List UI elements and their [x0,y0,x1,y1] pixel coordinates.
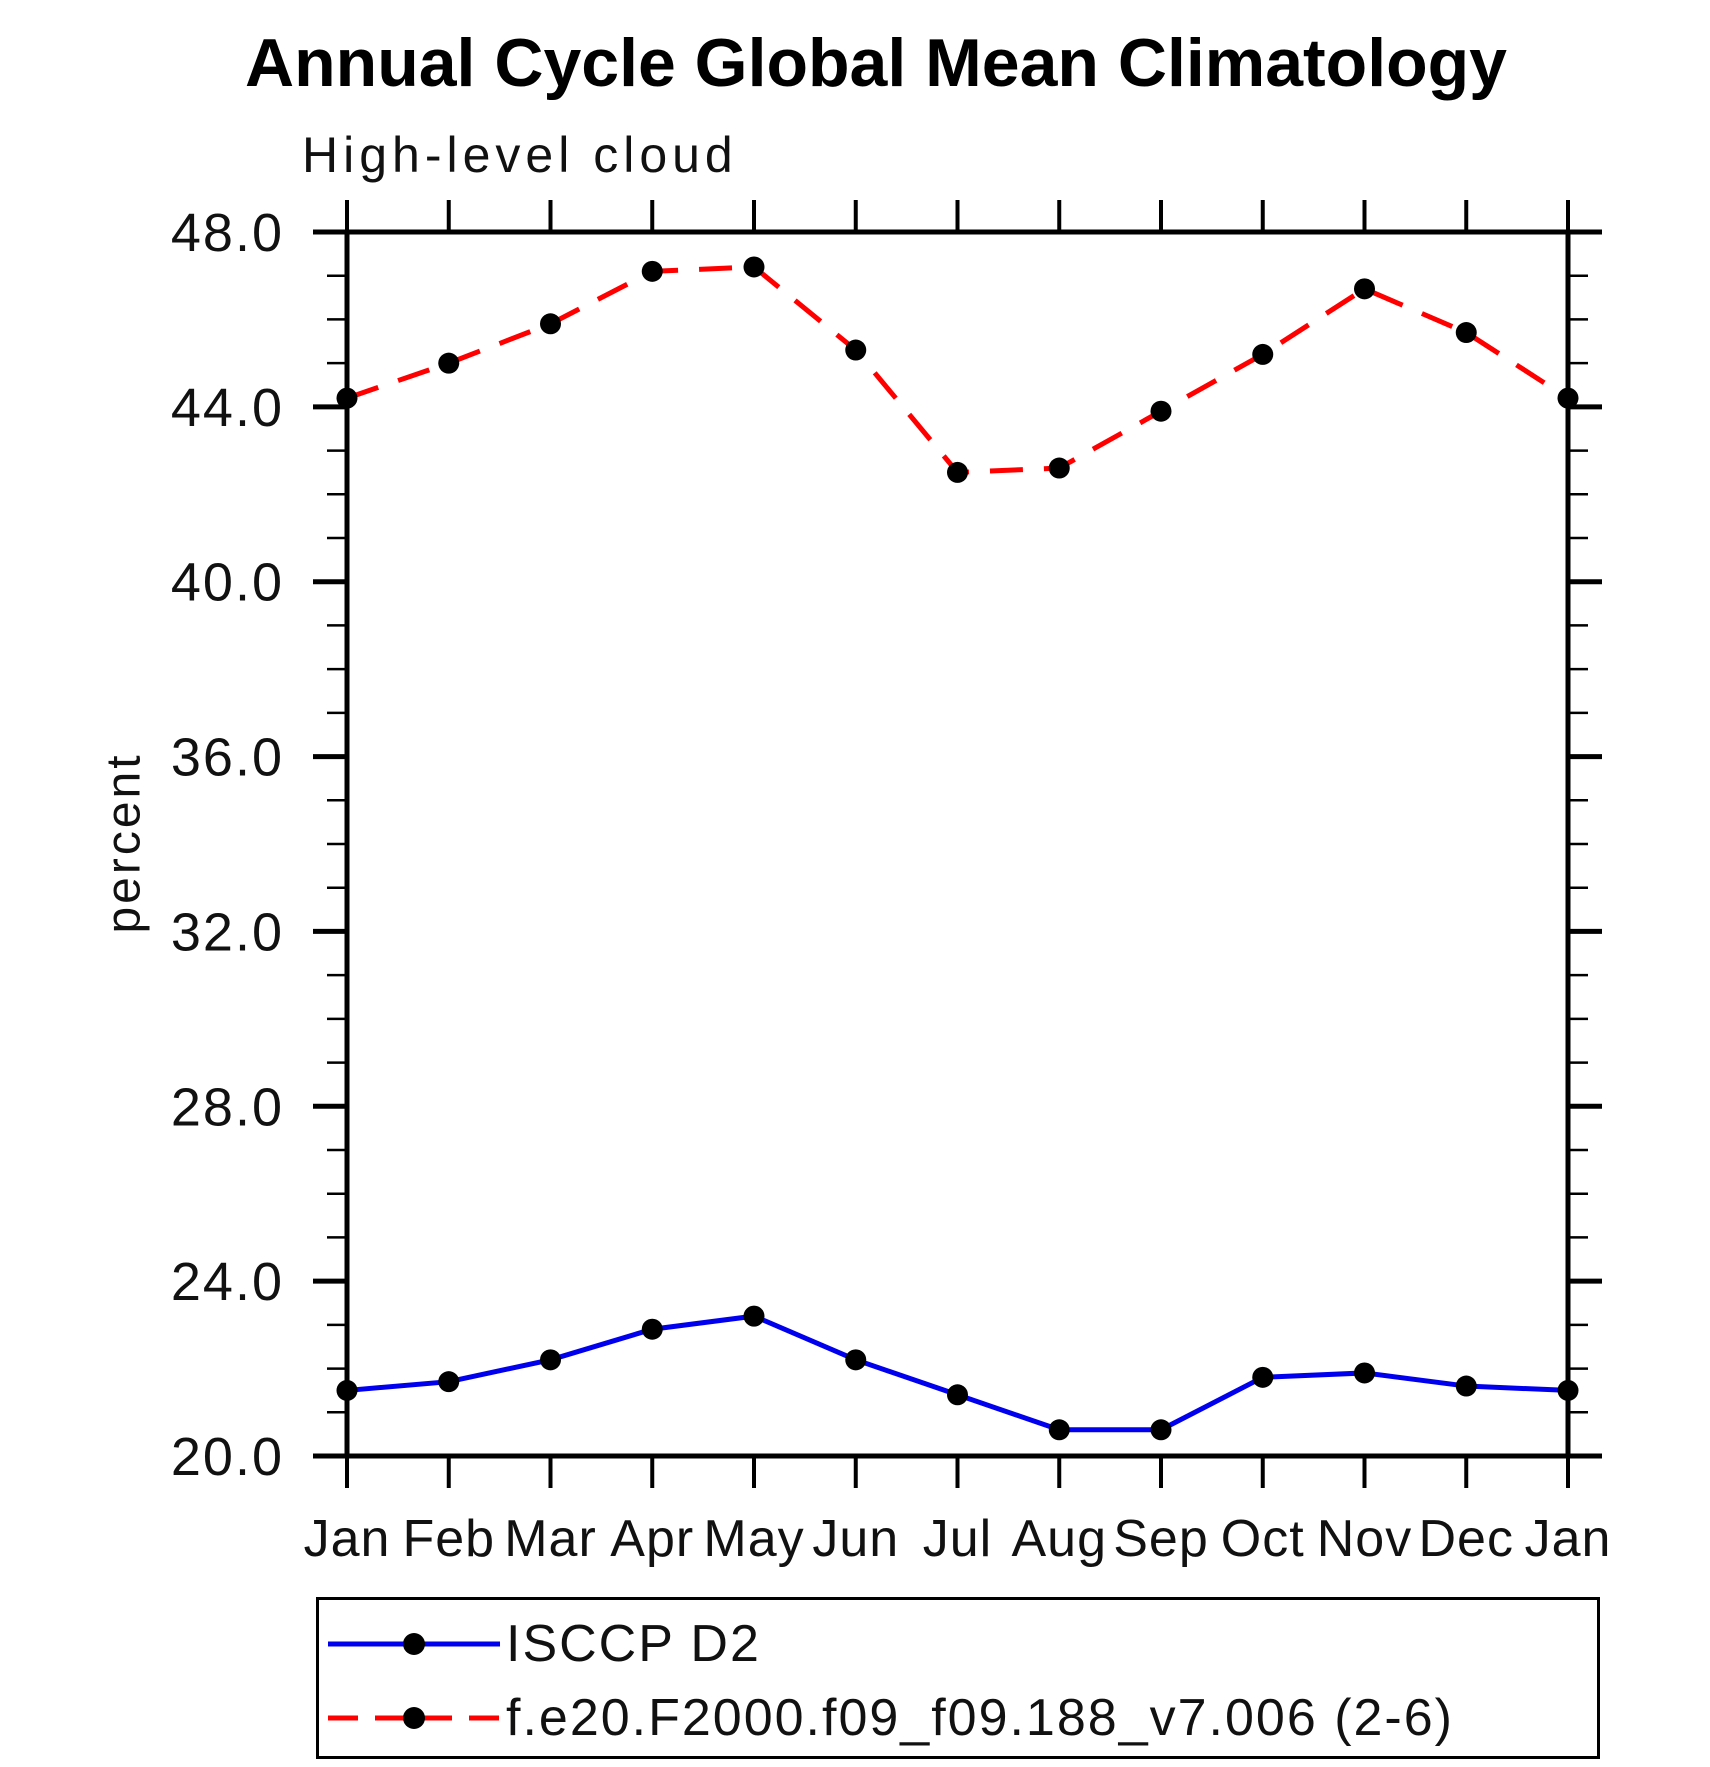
legend-entry-model: f.e20.F2000.f09_f09.188_v7.006 (2-6) [326,1688,1454,1748]
legend-marker-dot [403,1707,425,1729]
series-line-dashed [346,264,1570,475]
data-point [947,1384,968,1406]
data-point [1455,1375,1477,1397]
legend-marker-dot [403,1633,425,1655]
data-point [438,352,460,374]
x-tick-label: Nov [1317,1510,1412,1568]
x-tick-label: Jan [304,1510,391,1568]
x-tick-label: Jul [923,1510,992,1568]
y-tick-label: 44.0 [171,378,284,438]
data-point [845,339,867,361]
data-point [845,1349,867,1371]
data-point [1557,387,1579,409]
data-point [336,1379,358,1401]
legend-label-obs: ISCCP D2 [506,1615,761,1673]
data-point [438,1371,460,1393]
chart-title: Annual Cycle Global Mean Climatology [245,25,1507,101]
data-point [336,387,358,409]
data-point [743,1305,765,1327]
data-point [641,260,663,282]
data-point [540,313,561,335]
y-tick-label: 24.0 [171,1252,284,1312]
data-point [1048,1419,1070,1441]
x-tick-label: May [703,1510,804,1568]
data-point [1252,343,1274,365]
y-tick-label: 40.0 [171,553,284,613]
x-tick-label: Aug [1011,1510,1107,1568]
x-tick-label: Feb [402,1510,495,1568]
x-tick-label: Apr [610,1510,694,1568]
legend: ISCCP D2 f.e20.F2000.f09_f09.188_v7.006 … [316,1597,1600,1759]
y-tick-label: 36.0 [171,728,284,788]
data-point [540,1349,561,1371]
y-tick-label: 28.0 [171,1077,284,1137]
x-tick-label: Dec [1419,1510,1514,1568]
y-tick-label: 20.0 [171,1427,284,1487]
data-point [1455,322,1477,344]
plot-frame [344,229,1571,1459]
data-point [947,461,968,483]
y-tick-label: 48.0 [171,203,284,263]
legend-label-model: f.e20.F2000.f09_f09.188_v7.006 (2-6) [506,1689,1454,1747]
data-point [1354,278,1375,300]
legend-entry-obs: ISCCP D2 [326,1614,761,1674]
legend-sample-solid-line [328,1633,500,1655]
data-point [1252,1366,1274,1388]
series-line-solid [346,1313,1569,1433]
data-point [1048,457,1070,479]
data-point [1150,1419,1172,1441]
x-tick-label: Jun [812,1510,899,1568]
y-tick-label: 32.0 [171,902,284,962]
chart-subtitle: High-level cloud [302,127,738,183]
data-point [1150,400,1172,422]
data-point [1354,1362,1375,1384]
x-tick-label: Jan [1525,1510,1612,1568]
x-tick-label: Mar [504,1510,597,1568]
data-point [641,1318,663,1340]
x-tick-label: Oct [1221,1510,1305,1568]
legend-sample-dashed-line [328,1707,500,1729]
data-point [1557,1379,1579,1401]
x-tick-label: Sep [1113,1510,1209,1568]
data-point [743,256,765,278]
